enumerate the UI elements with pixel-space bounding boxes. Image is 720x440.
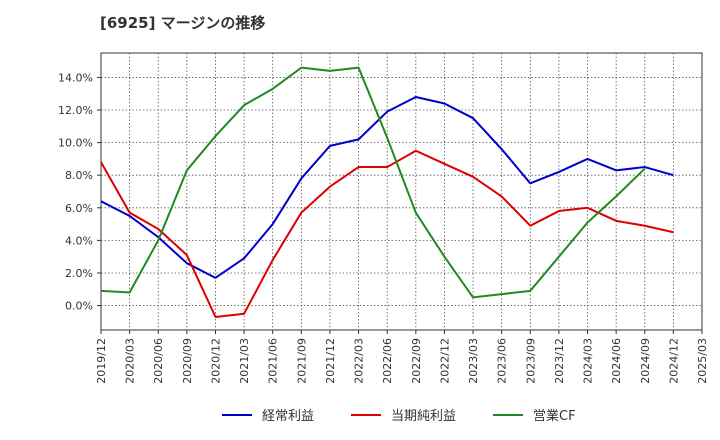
y-tick-label: 2.0% [65,267,93,280]
x-tick-label: 2021/06 [267,338,280,384]
y-tick-label: 12.0% [58,104,93,117]
x-tick-label: 2022/06 [381,338,394,384]
x-tick-label: 2020/06 [152,338,165,384]
x-tick-label: 2021/09 [295,338,308,384]
x-tick-label: 2025/03 [696,338,709,384]
x-tick-label: 2023/06 [496,338,509,384]
y-tick-label: 10.0% [58,137,93,150]
legend-label: 営業CF [533,408,576,424]
x-tick-label: 2019/12 [95,338,108,384]
plot-area [100,52,703,331]
y-tick-label: 14.0% [58,71,93,84]
chart-title: [6925] マージンの推移 [100,14,266,32]
x-tick-label: 2023/09 [524,338,537,384]
legend-label: 経常利益 [262,409,314,424]
x-tick-label: 2024/09 [639,338,652,384]
y-tick-label: 8.0% [65,169,93,182]
x-tick-label: 2022/03 [353,338,366,384]
x-tick-label: 2021/12 [324,338,337,384]
x-tick-label: 2024/12 [667,338,680,384]
y-tick-label: 0.0% [65,300,93,313]
x-tick-label: 2024/03 [582,338,595,384]
y-tick-label: 4.0% [65,234,93,247]
x-tick-label: 2023/03 [467,338,480,384]
y-tick-label: 6.0% [65,202,93,215]
series-line-経常利益 [100,95,674,279]
series-line-当期純利益 [100,149,674,318]
x-tick-label: 2022/12 [438,338,451,384]
legend-label: 当期純利益 [391,409,456,424]
series-line-営業CF [100,66,646,299]
x-tick-label: 2022/09 [410,338,423,384]
x-tick-label: 2020/09 [181,338,194,384]
x-tick-label: 2020/03 [124,338,137,384]
x-tick-label: 2020/12 [209,338,222,384]
x-tick-label: 2023/12 [553,338,566,384]
x-tick-label: 2021/03 [238,338,251,384]
x-tick-label: 2024/06 [610,338,623,384]
